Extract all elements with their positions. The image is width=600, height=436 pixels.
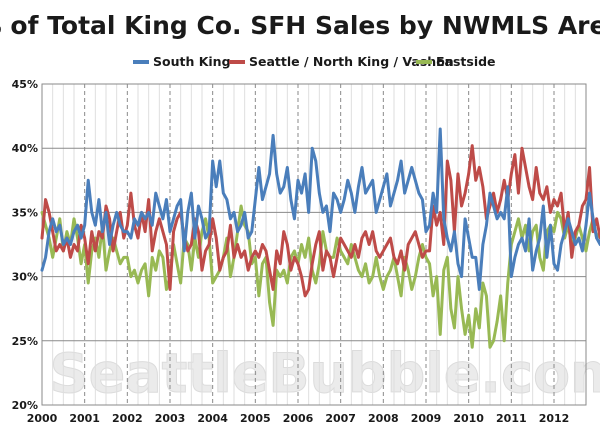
legend-label-south-king: South King: [153, 54, 231, 69]
y-tick-label: 35%: [12, 206, 38, 219]
watermark: SeattleBubble.com: [50, 342, 600, 405]
x-tick-label: 2001: [69, 412, 100, 425]
legend-label-eastside: Eastside: [436, 54, 496, 69]
series-line-south-king: [40, 127, 600, 291]
x-tick-label: 2012: [539, 412, 570, 425]
grid: [42, 84, 586, 405]
y-tick-label: 25%: [12, 335, 38, 348]
x-tick-label: 2009: [411, 412, 442, 425]
series-line-eastside: [40, 204, 600, 349]
legend: South King Seattle / North King / Vashon…: [133, 54, 496, 69]
y-tick-label: 20%: [12, 399, 38, 412]
x-tick-label: 2008: [368, 412, 399, 425]
x-axis-ticks: 2000 2001 2002 2003 2004 2005 2006 2007 2008 2009…: [27, 412, 570, 425]
y-tick-label: 40%: [12, 142, 38, 155]
series-lines: [40, 127, 600, 349]
series-line-seattle-north-king-vashon: [40, 144, 600, 298]
x-tick-label: 2007: [325, 412, 356, 425]
x-tick-label: 2000: [27, 412, 58, 425]
chart-title: % of Total King Co. SFH Sales by NWMLS A…: [0, 11, 600, 40]
x-tick-label: 2002: [112, 412, 143, 425]
x-tick-label: 2005: [240, 412, 271, 425]
x-tick-label: 2003: [155, 412, 186, 425]
y-tick-label: 45%: [12, 78, 38, 91]
x-tick-label: 2011: [496, 412, 527, 425]
x-tick-label: 2004: [197, 412, 228, 425]
legend-label-seattle: Seattle / North King / Vashon: [249, 54, 454, 69]
y-axis-ticks: 20% 25% 30% 35% 40% 45%: [12, 78, 38, 412]
y-tick-label: 30%: [12, 271, 38, 284]
x-tick-label: 2010: [453, 412, 484, 425]
x-tick-label: 2006: [283, 412, 314, 425]
